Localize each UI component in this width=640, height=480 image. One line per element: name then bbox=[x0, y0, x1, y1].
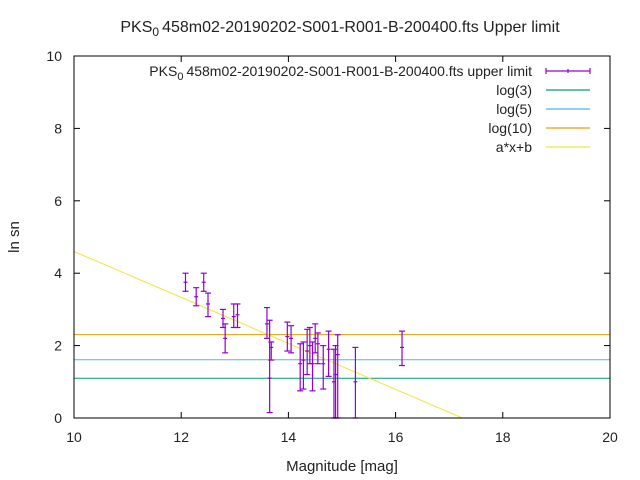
data-point bbox=[304, 328, 311, 376]
data-point bbox=[352, 346, 359, 419]
legend-label: log(5) bbox=[496, 101, 532, 117]
data-point bbox=[288, 325, 295, 354]
x-tick-label: 20 bbox=[602, 429, 618, 445]
plot-area-border bbox=[73, 55, 611, 419]
data-point bbox=[284, 321, 291, 352]
legend-label-rest: 458m02-20190202-S001-R001-B-200400.fts u… bbox=[186, 63, 532, 79]
data-point bbox=[200, 272, 207, 292]
chart-title-main: PKS bbox=[120, 19, 152, 36]
y-tick-label: 2 bbox=[54, 338, 62, 354]
data-point bbox=[222, 323, 229, 354]
data-point bbox=[205, 292, 211, 318]
data-point bbox=[399, 330, 406, 367]
axes: 10 12 14 16 18 20 0 2 4 6 8 10 bbox=[46, 48, 618, 445]
x-tick-label: 16 bbox=[388, 429, 404, 445]
legend-label: PKS0 458m02-20190202-S001-R001-B-200400.f… bbox=[149, 63, 532, 83]
data-points bbox=[182, 272, 406, 419]
data-point bbox=[230, 303, 237, 329]
legend-label: a*x+b bbox=[496, 139, 532, 155]
x-tick-label: 14 bbox=[281, 429, 297, 445]
data-point bbox=[268, 341, 275, 361]
data-point bbox=[297, 343, 304, 392]
y-tick-label: 4 bbox=[54, 265, 62, 281]
fit-line bbox=[73, 251, 463, 419]
legend-label-main: PKS bbox=[149, 63, 177, 79]
x-tick-label: 18 bbox=[495, 429, 511, 445]
x-axis-label: Magnitude [mag] bbox=[286, 458, 398, 475]
chart-title-rest: 458m02-20190202-S001-R001-B-200400.fts U… bbox=[162, 19, 560, 36]
legend-label: log(3) bbox=[496, 82, 532, 98]
data-point bbox=[266, 319, 273, 414]
legend-label: log(10) bbox=[488, 120, 532, 136]
plot-frame bbox=[73, 55, 611, 419]
fit-line-group bbox=[73, 251, 463, 419]
y-tick-label: 8 bbox=[54, 120, 62, 136]
y-tick-label: 6 bbox=[54, 193, 62, 209]
data-point bbox=[325, 330, 332, 377]
y-tick-label: 0 bbox=[54, 410, 62, 426]
data-point bbox=[193, 287, 200, 307]
chart-title: PKS0 458m02-20190202-S001-R001-B-200400.f… bbox=[120, 19, 560, 39]
x-tick-label: 10 bbox=[66, 429, 82, 445]
y-tick-label: 10 bbox=[46, 48, 62, 64]
reference-lines bbox=[74, 334, 610, 379]
data-point bbox=[309, 341, 316, 392]
data-point bbox=[314, 332, 321, 365]
legend: PKS0 458m02-20190202-S001-R001-B-200400.f… bbox=[149, 63, 591, 155]
data-point bbox=[312, 323, 319, 354]
data-point bbox=[300, 341, 307, 390]
chart-title-sub: 0 bbox=[152, 25, 159, 39]
data-point bbox=[234, 303, 241, 329]
data-point bbox=[263, 306, 270, 339]
legend-label-sub: 0 bbox=[177, 71, 183, 83]
data-point bbox=[182, 272, 189, 292]
y-axis-label: ln sn bbox=[6, 221, 23, 253]
x-tick-label: 12 bbox=[173, 429, 189, 445]
data-point bbox=[320, 345, 327, 390]
